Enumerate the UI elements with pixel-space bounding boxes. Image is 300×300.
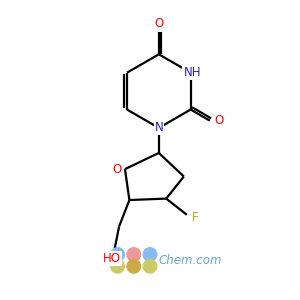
Circle shape bbox=[127, 260, 141, 273]
Circle shape bbox=[143, 260, 157, 273]
Circle shape bbox=[127, 248, 141, 261]
Text: O: O bbox=[154, 17, 164, 31]
Text: NH: NH bbox=[183, 66, 201, 79]
Text: O: O bbox=[214, 114, 224, 127]
Circle shape bbox=[143, 248, 157, 261]
Text: N: N bbox=[154, 122, 163, 134]
Text: F: F bbox=[192, 211, 198, 224]
Text: HO: HO bbox=[103, 252, 121, 265]
Circle shape bbox=[111, 260, 124, 273]
Text: O: O bbox=[112, 163, 122, 176]
Circle shape bbox=[111, 248, 124, 261]
Text: Chem.com: Chem.com bbox=[159, 254, 222, 267]
